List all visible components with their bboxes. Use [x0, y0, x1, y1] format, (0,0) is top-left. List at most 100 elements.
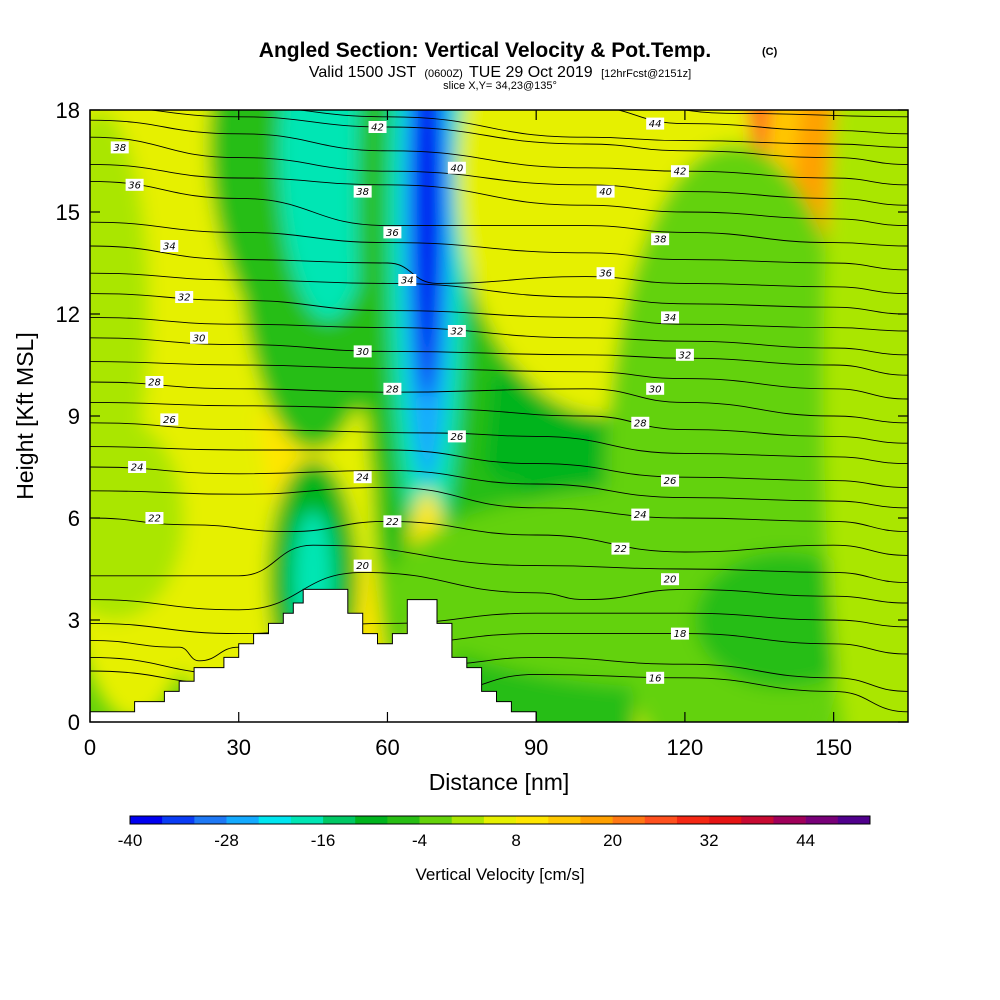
x-tick-label: 90 — [524, 735, 548, 760]
isotherm-label-box — [651, 233, 670, 246]
isotherm-label-text: 38 — [356, 187, 369, 198]
isotherm-22 — [90, 517, 908, 556]
isotherm-label: 34 — [661, 311, 680, 324]
isotherm-29 — [90, 361, 908, 400]
isotherm-label-text: 44 — [649, 119, 662, 130]
x-tick-label: 150 — [815, 735, 852, 760]
isotherm-label-text: 16 — [649, 673, 662, 684]
isotherm-label-text: 24 — [356, 473, 369, 484]
isotherm-label-box — [670, 627, 689, 640]
x-tick-label: 0 — [84, 735, 96, 760]
colorbar-tick-label: 20 — [603, 831, 622, 850]
isotherm-34 — [90, 245, 908, 295]
isotherm-38 — [90, 136, 908, 206]
isotherm-label-box — [383, 226, 402, 239]
isotherm-21 — [90, 544, 908, 584]
isotherm-label-box — [611, 542, 630, 555]
x-tick-label: 30 — [226, 735, 250, 760]
isotherm-label: 16 — [646, 671, 665, 684]
isotherm-25 — [90, 446, 908, 488]
colorbar-swatch — [194, 816, 227, 824]
colorbar-swatch — [323, 816, 356, 824]
isotherm-label: 40 — [447, 161, 466, 174]
isotherm-label-text: 24 — [131, 463, 144, 474]
isotherm-labels: 38 36 34 32 30 28 26 24 22 42 38 36 34 32 30 28 26 24 22 20… — [110, 117, 694, 684]
plot-area: 38 36 34 32 30 28 26 24 22 42 38 36 34 32 30 28 26 24 22 20… — [90, 110, 908, 722]
isotherm-label-box — [175, 291, 194, 303]
colorbar-swatch — [773, 816, 806, 824]
isotherm-label-text: 28 — [634, 418, 647, 429]
isotherm-label-box — [160, 240, 179, 252]
isotherm-label-box — [353, 559, 372, 572]
colorbar-swatch — [676, 816, 710, 824]
x-tick-label: 60 — [375, 735, 399, 760]
isotherm-label: 28 — [145, 376, 164, 389]
colorbar-swatch — [419, 816, 453, 824]
isotherm-label-box — [128, 461, 147, 473]
isotherm-26 — [90, 422, 908, 465]
colorbar-swatch — [805, 816, 839, 824]
isotherm-lines — [90, 110, 908, 713]
velocity-cell — [823, 110, 908, 722]
isotherm-28 — [90, 381, 908, 424]
isotherm-19 — [90, 612, 908, 635]
slice-info: slice X,Y= 34,23@135° — [443, 80, 557, 92]
isotherm-label: 24 — [353, 471, 372, 484]
isotherm-label-text: 20 — [356, 561, 369, 572]
isotherm-30 — [90, 337, 908, 376]
colorbar-tick-label: -28 — [214, 831, 239, 850]
isotherm-label: 36 — [383, 226, 402, 239]
isotherm-43 — [616, 110, 908, 135]
isotherm-39 — [90, 119, 908, 186]
isotherm-label-text: 26 — [664, 476, 677, 487]
isotherm-label-text: 38 — [113, 143, 126, 154]
isotherm-label-box — [646, 671, 665, 684]
isotherm-label-text: 36 — [386, 228, 399, 239]
isotherm-label-box — [661, 311, 680, 324]
colorbar-swatch — [162, 816, 195, 824]
isotherm-label: 22 — [383, 515, 402, 528]
isotherm-label: 36 — [596, 267, 615, 280]
isotherm-label-text: 42 — [371, 123, 384, 134]
colorbar-swatch — [130, 816, 163, 824]
colorbar-swatch — [226, 816, 259, 824]
isotherm-label: 44 — [646, 117, 665, 130]
isotherm-label: 28 — [631, 416, 650, 429]
isotherm-label-box — [675, 348, 694, 361]
isotherm-label: 26 — [160, 413, 179, 426]
isotherm-label-text: 30 — [193, 333, 206, 344]
isotherm-label-text: 32 — [178, 293, 191, 304]
isotherm-label-text: 22 — [614, 544, 627, 555]
isotherm-label: 42 — [670, 165, 689, 178]
colorbar-swatch — [837, 816, 871, 824]
isotherm-label-box — [110, 141, 129, 154]
isotherm-label: 28 — [383, 382, 402, 395]
isotherm-label-box — [383, 515, 402, 528]
isotherm-20 — [90, 571, 908, 611]
y-tick-label: 18 — [56, 98, 80, 123]
isotherm-label-box — [190, 331, 209, 344]
forecast-info: [12hrFcst@2151z] — [601, 68, 691, 80]
y-tick-label: 12 — [56, 302, 80, 327]
isotherm-label: 22 — [611, 542, 630, 555]
isotherm-label-text: 42 — [674, 167, 687, 178]
isotherm-label-box — [631, 508, 650, 521]
isotherm-label-box — [125, 178, 144, 191]
isotherm-label-text: 34 — [163, 242, 176, 253]
colorbar-tick-label: 32 — [700, 831, 719, 850]
x-tick-label: 120 — [667, 735, 704, 760]
isotherm-label-text: 30 — [356, 347, 369, 358]
x-axis-label: Distance [nm] — [429, 769, 570, 795]
y-tick-label: 3 — [68, 608, 80, 633]
isotherm-label: 20 — [661, 573, 680, 586]
y-tick-label: 9 — [68, 404, 80, 429]
isotherm-label: 18 — [670, 627, 689, 640]
isotherm-label: 26 — [447, 430, 466, 443]
colorbar-swatch — [355, 816, 388, 824]
isotherm-label-box — [646, 117, 665, 130]
isotherm-label-text: 28 — [148, 378, 161, 389]
isotherm-label: 42 — [368, 121, 387, 134]
terrain — [90, 588, 537, 722]
